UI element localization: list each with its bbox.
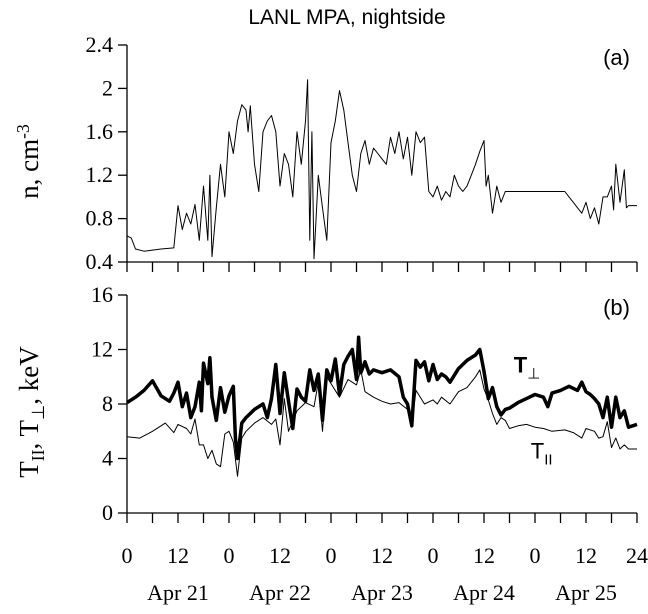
label-part: , keV [14, 346, 44, 405]
x-tick-label: 12 [575, 543, 597, 568]
x-group-label: Apr 25 [555, 580, 617, 605]
data-line [126, 335, 638, 461]
x-tick-label: 0 [428, 543, 439, 568]
panel-label: (b) [603, 295, 630, 320]
y-tick-label: 4 [102, 446, 113, 471]
y-tick-label: 0.8 [86, 206, 114, 231]
x-tick-label: 24 [626, 543, 648, 568]
x-group-label: Apr 22 [249, 580, 311, 605]
legend-label: T [514, 353, 528, 378]
series-label: TII [531, 439, 553, 469]
subscript: ⊥ [527, 366, 540, 383]
y-tick-label: 12 [91, 337, 113, 362]
x-tick-label: 0 [326, 543, 337, 568]
y-tick-label: 1.2 [86, 162, 114, 187]
x-tick-label: 0 [122, 543, 133, 568]
label-part: , T [14, 420, 44, 450]
axis-label: TII, T⊥, keV [14, 346, 48, 478]
series-label: T⊥ [514, 353, 541, 383]
label-part: n, cm [14, 139, 44, 199]
y-tick-label: 16 [91, 282, 113, 307]
x-tick-label: 12 [371, 543, 393, 568]
data-line [126, 369, 637, 477]
x-tick-label: 0 [530, 543, 541, 568]
x-group-label: Apr 21 [147, 580, 209, 605]
y-tick-label: 0 [102, 500, 113, 525]
x-tick-label: 0 [224, 543, 235, 568]
legend-label: T [531, 439, 544, 464]
subscript: ⊥ [28, 405, 48, 420]
y-tick-label: 0.4 [86, 249, 114, 274]
superscript: -3 [13, 124, 33, 139]
y-tick-label: 2 [102, 75, 113, 100]
y-tick-label: 2.4 [86, 32, 114, 57]
x-group-label: Apr 24 [453, 580, 515, 605]
subscript: II [28, 449, 48, 461]
panel-label: (a) [603, 45, 630, 70]
data-line [126, 79, 637, 260]
x-group-label: Apr 23 [351, 580, 413, 605]
y-tick-label: 8 [102, 391, 113, 416]
chart-title: LANL MPA, nightside [248, 6, 445, 29]
y-tick-label: 1.6 [86, 119, 114, 144]
label-part: T [14, 461, 44, 478]
x-tick-label: 12 [269, 543, 291, 568]
x-tick-label: 12 [473, 543, 495, 568]
subscript: II [544, 452, 552, 469]
x-tick-label: 12 [167, 543, 189, 568]
axis-label: n, cm-3 [13, 124, 44, 199]
